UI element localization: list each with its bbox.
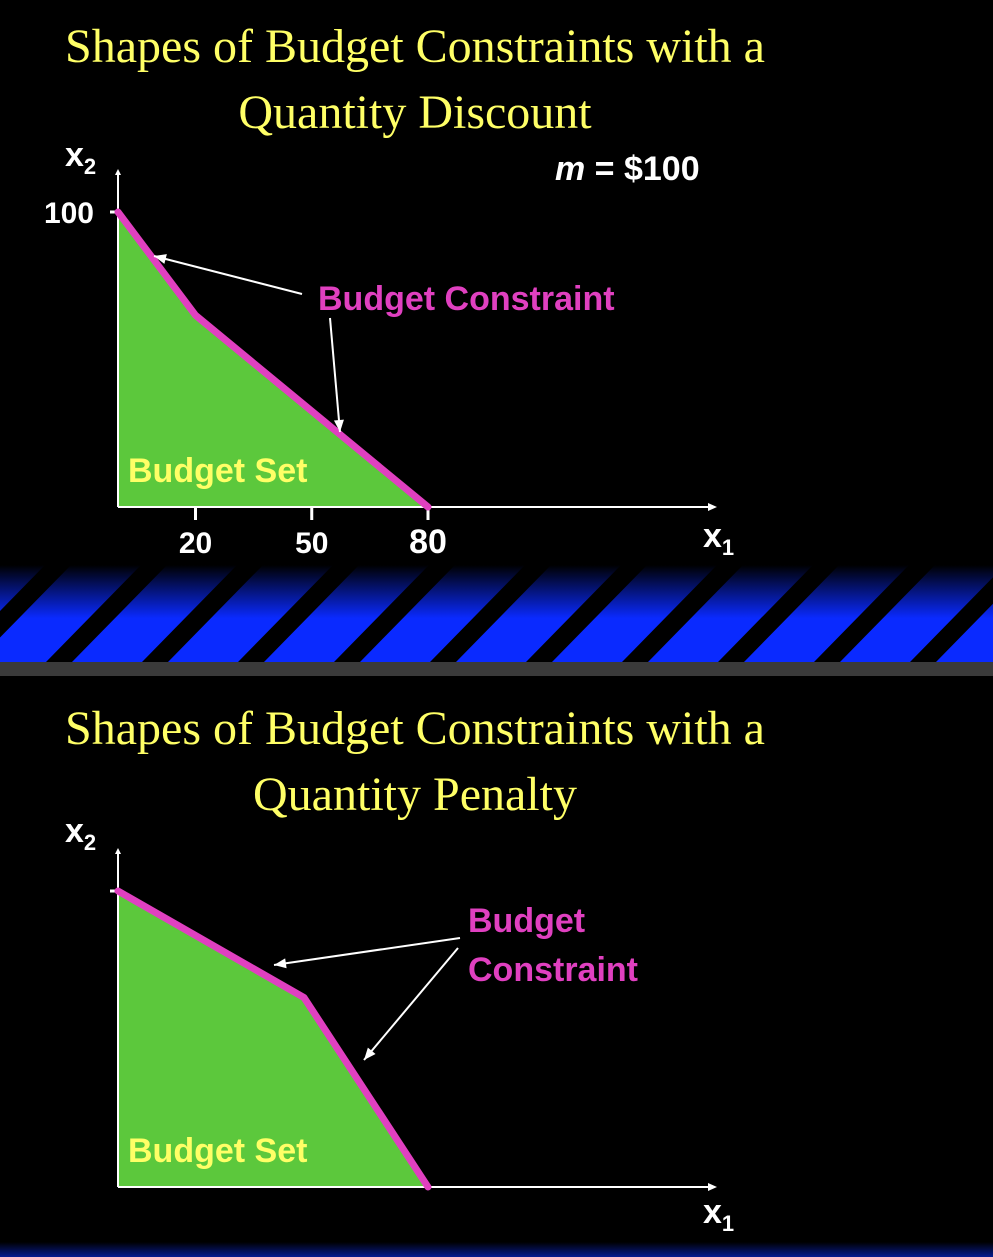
budget-set-region: [118, 891, 428, 1187]
slide-quantity-discount: Shapes of Budget Constraints with a Quan…: [0, 20, 993, 662]
stripe: [72, 565, 237, 662]
budget-constraint-label-line1: Budget: [468, 902, 585, 940]
slide-title-line1: Shapes of Budget Constraints with a: [65, 20, 765, 73]
budget-constraint-line: [114, 887, 432, 1191]
x-axis-arrow: [708, 1183, 717, 1191]
y-tick-label: 100: [44, 197, 94, 230]
y-axis-label: x2: [65, 812, 96, 855]
slide-divider: [0, 662, 993, 676]
stripe: [168, 565, 333, 662]
slide-title-line2: Quantity Penalty: [253, 768, 577, 821]
x-axis-arrow: [708, 503, 717, 511]
decorative-stripe-band: [0, 565, 993, 662]
x-tick-label: 20: [179, 527, 212, 560]
pointer-arrow: [153, 254, 303, 295]
penalty-chart: x2 x1 Budget Constraint Budget Set: [65, 812, 734, 1236]
stripe: [552, 565, 717, 662]
decorative-stripe-band-bottom: [0, 1242, 993, 1257]
x-axis-label: x1: [703, 517, 734, 560]
budget-constraint-label: Budget Constraint: [318, 280, 615, 318]
income-label: m = $100: [555, 150, 700, 188]
stripe: [456, 565, 621, 662]
x-tick-label: 50: [295, 527, 328, 560]
budget-constraint-line: [114, 208, 432, 511]
pointer-arrow: [363, 947, 459, 1061]
y-axis-label: x2x2: [65, 136, 96, 179]
stripe: [264, 565, 429, 662]
budget-set-region: [118, 212, 428, 507]
pointer-arrow: [273, 937, 461, 969]
y-axis-arrow: [115, 169, 121, 175]
y-axis-arrow: [115, 848, 121, 854]
stripe: [648, 565, 813, 662]
pointer-arrow: [329, 317, 344, 433]
stripe: [840, 565, 993, 662]
stripe: [0, 565, 141, 662]
stripe: [744, 565, 909, 662]
budget-set-label: Budget Set: [128, 1132, 307, 1170]
discount-chart: 20 50 80 100 x2x2 x1 m = $100 Budget Constr…: [44, 136, 734, 561]
slide-quantity-penalty: Shapes of Budget Constraints with a Quan…: [0, 676, 993, 1257]
x-tick-label: 80: [409, 523, 447, 561]
budget-constraint-label-line2: Constraint: [468, 951, 638, 989]
stripe: [360, 565, 525, 662]
slide-title-line2: Quantity Discount: [238, 86, 592, 139]
budget-set-label: Budget Set: [128, 452, 307, 490]
slide-title-line1: Shapes of Budget Constraints with a: [65, 702, 765, 755]
x-axis-label: x1: [703, 1193, 734, 1236]
